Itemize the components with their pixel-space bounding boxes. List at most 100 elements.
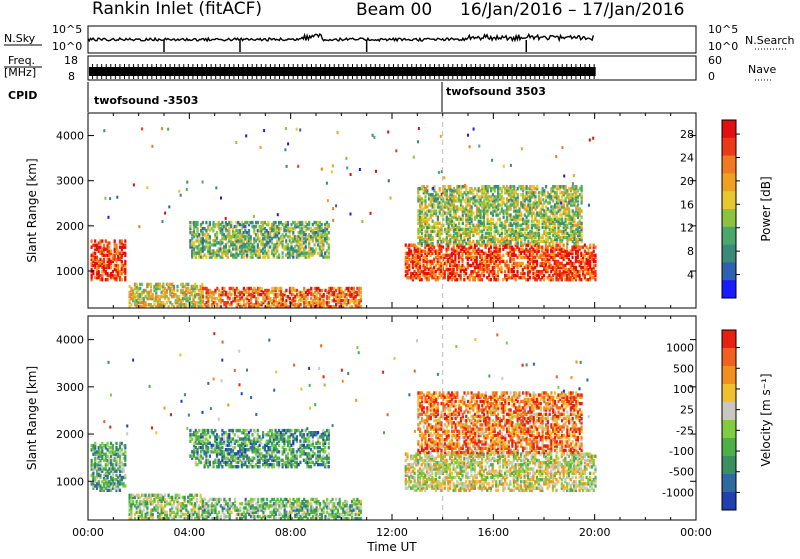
data-cell — [124, 450, 126, 453]
data-cell — [524, 272, 526, 275]
data-cell — [108, 241, 110, 244]
data-cell — [186, 188, 188, 191]
data-cell — [588, 204, 590, 207]
data-cell — [581, 216, 583, 219]
data-cell — [229, 297, 231, 300]
data-cell — [481, 278, 483, 281]
data-cell — [282, 251, 284, 254]
data-cell — [502, 254, 504, 257]
data-cell — [146, 506, 148, 509]
data-cell — [486, 244, 488, 247]
data-cell — [390, 197, 392, 200]
colorbar-swatch — [722, 262, 736, 280]
data-cell — [202, 295, 204, 298]
data-cell — [328, 237, 330, 240]
data-cell — [94, 442, 96, 445]
freq-left-tick-bottom: 8 — [68, 70, 75, 83]
data-cell — [589, 139, 591, 142]
data-cell — [513, 258, 515, 261]
data-cell — [287, 142, 289, 145]
data-cell — [107, 442, 109, 445]
data-cell — [589, 244, 591, 247]
data-cell — [545, 185, 547, 188]
data-cell — [209, 235, 211, 238]
data-cell — [328, 251, 330, 254]
data-cell — [515, 278, 517, 281]
data-cell — [280, 227, 282, 230]
data-cell — [260, 146, 262, 149]
data-cell — [453, 268, 455, 271]
data-cell — [292, 231, 294, 234]
data-cell — [141, 283, 143, 286]
data-cell — [267, 249, 269, 252]
data-cell — [305, 245, 307, 248]
data-cell — [201, 283, 203, 286]
data-cell — [538, 226, 540, 229]
data-cell — [176, 289, 178, 292]
data-cell — [536, 260, 538, 263]
data-cell — [534, 195, 536, 198]
data-cell — [594, 246, 596, 249]
data-cell — [103, 258, 105, 261]
data-cell — [373, 136, 375, 139]
data-cell — [481, 244, 483, 247]
data-cell — [433, 203, 435, 206]
data-cell — [110, 250, 112, 253]
data-cell — [257, 243, 259, 246]
data-cell — [472, 234, 474, 237]
freq-trace — [88, 64, 596, 79]
data-cell — [124, 455, 126, 458]
data-cell — [189, 225, 191, 228]
data-cell — [432, 236, 434, 239]
heatmap-cells — [91, 127, 597, 309]
data-cell — [303, 287, 305, 290]
data-cell — [461, 258, 463, 261]
data-cell — [267, 253, 269, 256]
data-cell — [471, 218, 473, 221]
colorbar-swatch — [722, 191, 736, 209]
data-cell — [328, 243, 330, 246]
colorbar-tick-label: 8 — [687, 245, 694, 258]
data-cell — [494, 234, 496, 237]
data-cell — [227, 255, 229, 258]
data-cell — [101, 274, 103, 277]
data-cell — [483, 240, 485, 243]
colorbar-label: Power [dB] — [759, 176, 773, 241]
data-cell — [212, 229, 214, 232]
colorbar-tick-label: 20 — [680, 175, 694, 188]
data-cell — [495, 222, 497, 225]
data-cell — [581, 234, 583, 237]
data-cell — [444, 185, 446, 188]
scatter-patch — [91, 442, 127, 492]
data-cell — [307, 297, 309, 300]
data-cell — [438, 171, 440, 174]
data-cell — [563, 244, 565, 247]
data-cell — [594, 254, 596, 257]
colorbar-swatch — [722, 227, 736, 245]
data-cell — [308, 221, 310, 224]
data-cell — [321, 289, 323, 292]
data-cell — [513, 185, 515, 188]
data-cell — [413, 156, 415, 159]
data-cell — [504, 270, 506, 273]
noise-trace — [88, 34, 593, 52]
data-cell — [143, 508, 145, 511]
data-cell — [117, 264, 119, 267]
data-cell — [460, 274, 462, 277]
data-cell — [132, 500, 134, 503]
noise-left-tick-top: 10^5 — [52, 23, 82, 36]
colorbar-swatch — [722, 209, 736, 227]
data-cell — [388, 179, 390, 182]
data-cell — [168, 205, 170, 208]
data-cell — [282, 255, 284, 258]
data-cell — [495, 226, 497, 229]
data-cell — [321, 223, 323, 226]
data-cell — [424, 199, 426, 202]
data-cell — [103, 244, 105, 247]
data-cell — [594, 270, 596, 273]
data-cell — [98, 480, 100, 483]
data-cell — [103, 129, 105, 132]
cpid-segment-1: twofsound -3503 — [94, 94, 198, 107]
data-cell — [124, 276, 126, 279]
